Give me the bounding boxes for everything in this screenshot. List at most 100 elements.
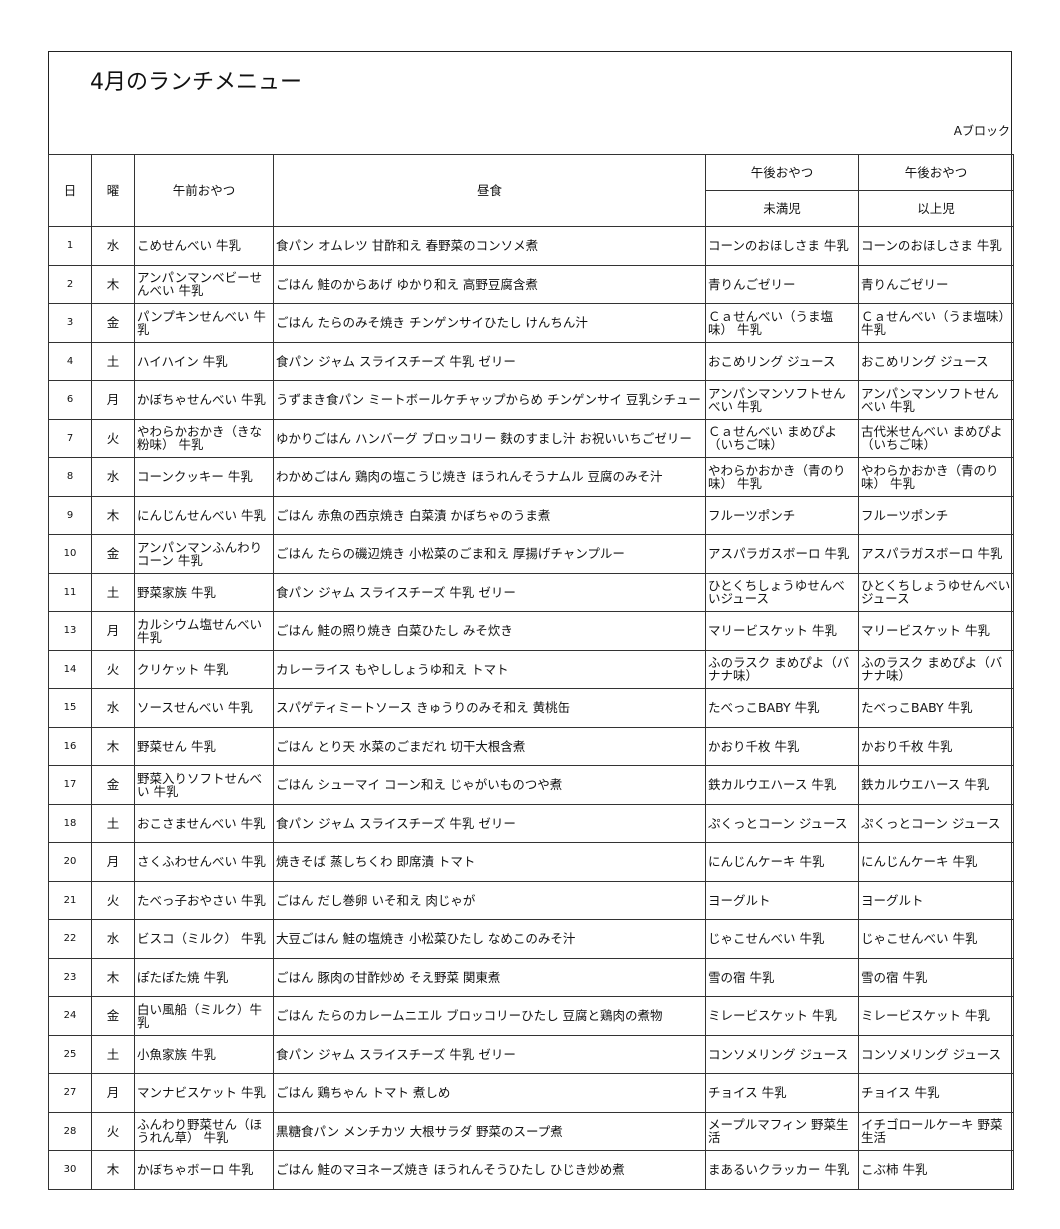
morning-snack-cell: こめせんべい 牛乳: [134, 226, 274, 266]
afternoon-snack-under-cell: ふのラスク まめぴよ（バナナ味）: [705, 649, 859, 689]
afternoon-snack-over-cell: おこめリング ジュース: [858, 341, 1014, 381]
afternoon-snack-under-cell: ヨーグルト: [705, 880, 859, 920]
lunch-cell: ごはん だし巻卵 いそ和え 肉じゃが: [273, 880, 706, 920]
day-cell: 7: [48, 418, 92, 458]
table-row: 7 火やわらかおかき（きな粉味） 牛乳 ゆかりごはん ハンバーグ ブロッコリー 麩の…: [48, 418, 1014, 458]
afternoon-snack-over-cell: イチゴロールケーキ 野菜生活: [858, 1111, 1014, 1151]
afternoon-snack-under-cell: おこめリング ジュース: [705, 341, 859, 381]
lunch-cell: ごはん たらの磯辺焼き 小松菜のごま和え 厚揚げチャンプルー: [273, 534, 706, 574]
day-cell: 10: [48, 534, 92, 574]
lunch-cell: 食パン ジャム スライスチーズ 牛乳 ゼリー: [273, 1034, 706, 1074]
morning-snack-cell: おこさませんべい 牛乳: [134, 803, 274, 843]
table-row: 25 土小魚家族 牛乳 食パン ジャム スライスチーズ 牛乳 ゼリー コンソメリング …: [48, 1034, 1014, 1074]
header-weekday: 曜: [91, 154, 135, 227]
weekday-cell: 月: [91, 842, 135, 882]
day-cell: 11: [48, 572, 92, 612]
morning-snack-cell: やわらかおかき（きな粉味） 牛乳: [134, 418, 274, 458]
afternoon-snack-under-cell: フルーツポンチ: [705, 495, 859, 535]
weekday-cell: 水: [91, 457, 135, 497]
lunch-cell: ごはん 豚肉の甘酢炒め そえ野菜 関東煮: [273, 957, 706, 997]
morning-snack-cell: さくふわせんべい 牛乳: [134, 842, 274, 882]
table-row: 21 火たべっ子おやさい 牛乳 ごはん だし巻卵 いそ和え 肉じゃが ヨーグルト ヨーグ…: [48, 880, 1014, 920]
afternoon-snack-over-cell: チョイス 牛乳: [858, 1073, 1014, 1113]
lunch-cell: 焼きそば 蒸しちくわ 即席漬 トマト: [273, 842, 706, 882]
day-cell: 16: [48, 726, 92, 766]
morning-snack-cell: アンパンマンベビーせんべい 牛乳: [134, 264, 274, 304]
day-cell: 20: [48, 842, 92, 882]
lunch-cell: 食パン ジャム スライスチーズ 牛乳 ゼリー: [273, 572, 706, 612]
afternoon-snack-over-cell: 雪の宿 牛乳: [858, 957, 1014, 997]
table-row: 1 水こめせんべい 牛乳 食パン オムレツ 甘酢和え 春野菜のコンソメ煮 コーンのおほ…: [48, 226, 1014, 266]
morning-snack-cell: クリケット 牛乳: [134, 649, 274, 689]
day-cell: 14: [48, 649, 92, 689]
afternoon-snack-under-cell: ひとくちしょうゆせんべいジュース: [705, 572, 859, 612]
header-over-age: 以上児: [858, 190, 1014, 227]
afternoon-snack-over-cell: 古代米せんべい まめぴよ（いちご味）: [858, 418, 1014, 458]
lunch-cell: スパゲティミートソース きゅうりのみそ和え 黄桃缶: [273, 688, 706, 728]
weekday-cell: 火: [91, 1111, 135, 1151]
afternoon-snack-over-cell: マリービスケット 牛乳: [858, 611, 1014, 651]
afternoon-snack-under-cell: やわらかおかき（青のり味） 牛乳: [705, 457, 859, 497]
lunch-cell: 食パン オムレツ 甘酢和え 春野菜のコンソメ煮: [273, 226, 706, 266]
lunch-cell: カレーライス もやししょうゆ和え トマト: [273, 649, 706, 689]
table-row: 3 金パンプキンせんべい 牛乳 ごはん たらのみそ焼き チンゲンサイひたし けんちん…: [48, 303, 1014, 343]
table-row: 10 金アンパンマンふんわりコーン 牛乳 ごはん たらの磯辺焼き 小松菜のごま和え …: [48, 534, 1014, 574]
weekday-cell: 金: [91, 534, 135, 574]
morning-snack-cell: マンナビスケット 牛乳: [134, 1073, 274, 1113]
header-morning-snack: 午前おやつ: [134, 154, 274, 227]
afternoon-snack-under-cell: アスパラガスボーロ 牛乳: [705, 534, 859, 574]
day-cell: 9: [48, 495, 92, 535]
table-row: 23 木ぽたぽた焼 牛乳 ごはん 豚肉の甘酢炒め そえ野菜 関東煮 雪の宿 牛乳 雪の宿…: [48, 957, 1014, 997]
afternoon-snack-over-cell: こぶ柿 牛乳: [858, 1150, 1014, 1190]
weekday-cell: 火: [91, 880, 135, 920]
table-row: 18 土おこさませんべい 牛乳 食パン ジャム スライスチーズ 牛乳 ゼリー ぷくっと…: [48, 803, 1014, 843]
afternoon-snack-over-cell: 鉄カルウエハース 牛乳: [858, 765, 1014, 805]
day-cell: 23: [48, 957, 92, 997]
afternoon-snack-over-cell: ふのラスク まめぴよ（バナナ味）: [858, 649, 1014, 689]
afternoon-snack-under-cell: まあるいクラッカー 牛乳: [705, 1150, 859, 1190]
weekday-cell: 木: [91, 264, 135, 304]
day-cell: 21: [48, 880, 92, 920]
table-row: 2 木アンパンマンベビーせんべい 牛乳 ごはん 鮭のからあげ ゆかり和え 高野豆腐含…: [48, 264, 1014, 304]
morning-snack-cell: 野菜入りソフトせんべい 牛乳: [134, 765, 274, 805]
afternoon-snack-under-cell: マリービスケット 牛乳: [705, 611, 859, 651]
morning-snack-cell: 白い風船（ミルク）牛乳: [134, 996, 274, 1036]
lunch-cell: わかめごはん 鶏肉の塩こうじ焼き ほうれんそうナムル 豆腐のみそ汁: [273, 457, 706, 497]
table-row: 16 木野菜せん 牛乳 ごはん とり天 水菜のごまだれ 切干大根含煮 かおり千枚 牛乳…: [48, 726, 1014, 766]
table-row: 24 金白い風船（ミルク）牛乳 ごはん たらのカレームニエル ブロッコリーひたし 豆…: [48, 996, 1014, 1036]
weekday-cell: 土: [91, 572, 135, 612]
afternoon-snack-under-cell: 雪の宿 牛乳: [705, 957, 859, 997]
day-cell: 8: [48, 457, 92, 497]
day-cell: 2: [48, 264, 92, 304]
lunch-cell: ごはん シューマイ コーン和え じゃがいものつや煮: [273, 765, 706, 805]
weekday-cell: 金: [91, 303, 135, 343]
lunch-cell: ごはん 鶏ちゃん トマト 煮しめ: [273, 1073, 706, 1113]
table-row: 28 火ふんわり野菜せん（ほうれん草） 牛乳 黒糖食パン メンチカツ 大根サラダ 野…: [48, 1111, 1014, 1151]
header-under-age: 未満児: [705, 190, 859, 227]
afternoon-snack-under-cell: Ｃａせんべい まめぴよ（いちご味）: [705, 418, 859, 458]
menu-table: 日 曜 午前おやつ 昼食 午後おやつ 午後おやつ 未満児 以上児 1 水こめせんべ…: [48, 154, 1014, 1190]
morning-snack-cell: パンプキンせんべい 牛乳: [134, 303, 274, 343]
afternoon-snack-under-cell: コンソメリング ジュース: [705, 1034, 859, 1074]
morning-snack-cell: たべっ子おやさい 牛乳: [134, 880, 274, 920]
morning-snack-cell: ぽたぽた焼 牛乳: [134, 957, 274, 997]
morning-snack-cell: 野菜家族 牛乳: [134, 572, 274, 612]
afternoon-snack-over-cell: かおり千枚 牛乳: [858, 726, 1014, 766]
morning-snack-cell: ハイハイン 牛乳: [134, 341, 274, 381]
table-row: 27 月マンナビスケット 牛乳 ごはん 鶏ちゃん トマト 煮しめ チョイス 牛乳 チョイ…: [48, 1073, 1014, 1113]
lunch-cell: 黒糖食パン メンチカツ 大根サラダ 野菜のスープ煮: [273, 1111, 706, 1151]
day-cell: 13: [48, 611, 92, 651]
afternoon-snack-under-cell: 鉄カルウエハース 牛乳: [705, 765, 859, 805]
day-cell: 24: [48, 996, 92, 1036]
afternoon-snack-under-cell: じゃこせんべい 牛乳: [705, 919, 859, 959]
day-cell: 6: [48, 380, 92, 420]
day-cell: 28: [48, 1111, 92, 1151]
afternoon-snack-under-cell: Ｃａせんべい（うま塩味） 牛乳: [705, 303, 859, 343]
table-row: 30 木かぼちゃボーロ 牛乳 ごはん 鮭のマヨネーズ焼き ほうれんそうひたし ひじき…: [48, 1150, 1014, 1190]
weekday-cell: 木: [91, 957, 135, 997]
table-row: 14 火クリケット 牛乳 カレーライス もやししょうゆ和え トマト ふのラスク まめぴ…: [48, 649, 1014, 689]
morning-snack-cell: 野菜せん 牛乳: [134, 726, 274, 766]
afternoon-snack-over-cell: たべっこBABY 牛乳: [858, 688, 1014, 728]
lunch-cell: ゆかりごはん ハンバーグ ブロッコリー 麩のすまし汁 お祝いいちごゼリー: [273, 418, 706, 458]
lunch-cell: ごはん たらのみそ焼き チンゲンサイひたし けんちん汁: [273, 303, 706, 343]
